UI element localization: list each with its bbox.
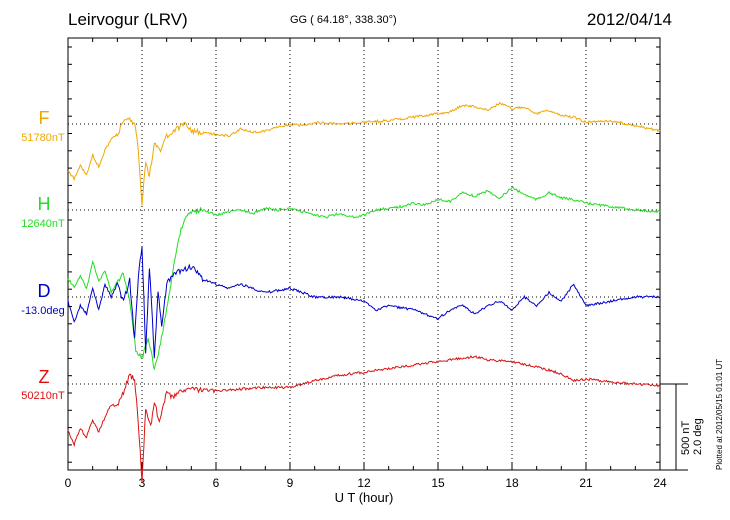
label-H: H	[37, 194, 51, 214]
scale-label-deg: 2.0 deg	[692, 418, 704, 455]
plotted-note: Plotted at 2012/05/15 01:01 UT	[715, 358, 724, 470]
baseline-D: -13.0deg	[21, 305, 65, 317]
x-tick-label-6: 6	[213, 476, 220, 490]
series-line-H	[67, 186, 661, 370]
label-D: D	[37, 281, 51, 301]
x-tick-label-24: 24	[653, 476, 667, 490]
label-F: F	[38, 108, 50, 128]
x-axis-ticks: 0 3 6 9 12 15 18 21 24	[65, 38, 667, 490]
baseline-F: 51780nT	[21, 132, 65, 144]
x-axis-label: U T (hour)	[335, 490, 394, 505]
x-tick-label-21: 21	[579, 476, 593, 490]
date-title: 2012/04/14	[586, 10, 672, 29]
series-line-F	[67, 101, 661, 206]
series-group	[67, 101, 661, 483]
x-tick-label-0: 0	[65, 476, 72, 490]
station-title: Leirvogur (LRV)	[68, 10, 188, 29]
x-tick-label-12: 12	[357, 476, 371, 490]
scale-bar	[660, 383, 688, 471]
x-tick-label-9: 9	[287, 476, 294, 490]
baseline-Z: 50210nT	[21, 390, 65, 402]
x-tick-label-3: 3	[139, 476, 146, 490]
baseline-H: 12640nT	[21, 218, 65, 230]
series-line-Z	[67, 355, 661, 483]
station-coordinates: GG ( 64.18°, 338.30°)	[290, 14, 397, 26]
scale-label-nt: 500 nT	[680, 420, 692, 455]
label-Z: Z	[38, 367, 50, 387]
x-tick-label-15: 15	[431, 476, 445, 490]
grid	[68, 38, 660, 470]
series-line-D	[67, 246, 661, 359]
x-tick-label-18: 18	[505, 476, 519, 490]
